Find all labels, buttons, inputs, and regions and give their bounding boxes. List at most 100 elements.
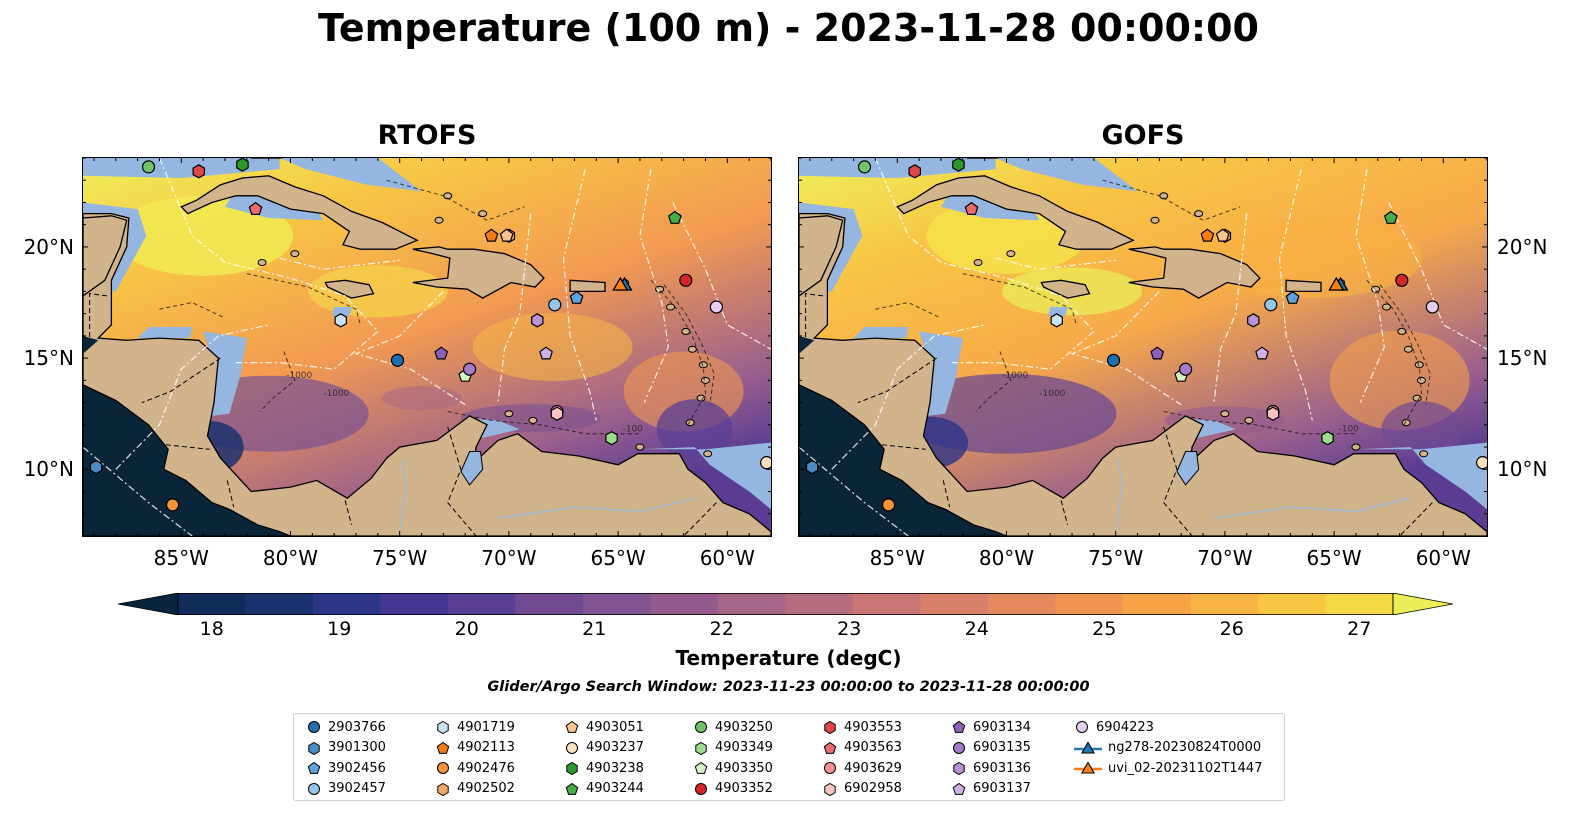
float-marker-4903563[interactable] — [964, 201, 979, 216]
float-marker-4903238[interactable] — [236, 158, 249, 172]
legend-marker-icon — [953, 741, 965, 754]
float-marker-4903051[interactable] — [499, 228, 514, 242]
y-tick-label-left: 10°N — [23, 457, 74, 482]
colorbar-segment — [650, 593, 719, 615]
float-marker-3902456[interactable] — [569, 290, 584, 304]
legend-marker-icon — [695, 782, 707, 795]
colorbar-segment — [853, 593, 921, 615]
legend-item-label: 6904223 — [1096, 719, 1154, 735]
legend-item-label: 4903349 — [715, 740, 773, 755]
float-marker-4903237[interactable] — [760, 456, 771, 470]
float-marker-4903553[interactable] — [908, 164, 922, 179]
legend-marker-icon — [823, 741, 837, 754]
float-marker-4903352[interactable] — [1395, 273, 1409, 287]
x-tick-label: 75°W — [1088, 546, 1144, 570]
float-marker-6904223[interactable] — [1425, 300, 1439, 314]
float-marker-4903352[interactable] — [679, 273, 693, 287]
map-canvas[interactable]: -1000 -1000 -100 — [799, 158, 1487, 536]
colorbar-segment — [245, 593, 314, 615]
float-marker-6903135[interactable] — [462, 362, 477, 376]
float-marker-6903136[interactable] — [531, 313, 544, 328]
colorbar-segment — [1055, 593, 1124, 615]
float-marker-3901300[interactable] — [805, 459, 819, 475]
float-marker-4903349[interactable] — [605, 431, 618, 446]
legend-marker-icon — [824, 782, 836, 796]
contour-label: -1000 — [1002, 371, 1028, 381]
colorbar-tick-label: 25 — [1092, 618, 1117, 640]
legend-marker-icon — [824, 762, 836, 774]
legend-marker-icon — [308, 782, 320, 795]
legend-item: 4903350 — [693, 758, 773, 778]
legend-item-label: 2903766 — [328, 719, 386, 735]
float-marker-4903238[interactable] — [952, 158, 965, 172]
float-marker-6902958[interactable] — [550, 406, 564, 421]
float-marker-6903135[interactable] — [1178, 362, 1193, 376]
float-marker-6903137[interactable] — [539, 346, 553, 360]
float-marker-6902958[interactable] — [1266, 406, 1280, 421]
legend-item-label: 3902457 — [328, 781, 386, 796]
float-marker-4903244[interactable] — [1383, 210, 1398, 224]
float-marker-3902457[interactable] — [548, 298, 562, 312]
legend-item: 4902502 — [435, 779, 515, 799]
colorbar-extend-max — [1392, 592, 1454, 616]
x-tick-label: 80°W — [262, 546, 319, 570]
float-marker-4903349[interactable] — [1321, 431, 1334, 446]
float-marker-4903250[interactable] — [857, 160, 872, 174]
legend-marker-icon — [694, 761, 708, 774]
float-marker-4902476[interactable] — [165, 498, 180, 512]
float-marker-2903766[interactable] — [390, 353, 405, 367]
float-marker-6903134[interactable] — [434, 346, 449, 360]
legend-item: 6902958 — [822, 779, 902, 799]
float-marker-4903244[interactable] — [667, 210, 682, 224]
x-tick-label: 60°W — [1415, 546, 1471, 570]
float-marker-6904223[interactable] — [709, 300, 723, 314]
float-marker-4901719[interactable] — [334, 313, 347, 328]
colorbar-segment — [313, 593, 381, 615]
colorbar-segment — [1123, 593, 1191, 615]
legend-marker-icon — [695, 741, 707, 755]
colorbar-segment — [448, 593, 516, 615]
legend-item-label: 3902456 — [328, 760, 386, 776]
float-marker-4903553[interactable] — [192, 164, 206, 179]
colorbar-segment — [515, 593, 584, 615]
float-marker-6903134[interactable] — [1150, 346, 1165, 360]
float-marker-4902113[interactable] — [1200, 228, 1215, 242]
glider-marker-uvi_02-20231102T1447[interactable] — [612, 276, 629, 291]
float-marker-4903051[interactable] — [1215, 228, 1230, 242]
legend-marker-icon — [437, 720, 449, 735]
colorbar-tick-label: 18 — [199, 618, 224, 640]
x-tick-label: 65°W — [1306, 546, 1362, 570]
map-panel-rtofs[interactable]: -1000 -1000 -100 — [82, 157, 772, 537]
float-marker-4903237[interactable] — [1476, 456, 1487, 470]
legend-item: 6904223 — [1074, 717, 1154, 737]
legend-item-label: 4902476 — [457, 760, 515, 776]
float-marker-3901300[interactable] — [89, 459, 103, 475]
float-marker-6903137[interactable] — [1255, 346, 1269, 360]
legend-item-label: uvi_02-20231102T1447 — [1108, 760, 1263, 776]
legend-marker-icon — [308, 721, 320, 733]
glider-marker-uvi_02-20231102T1447[interactable] — [1328, 276, 1345, 291]
float-marker-4902476[interactable] — [881, 498, 896, 512]
legend-item-label: 4903553 — [844, 719, 902, 735]
float-marker-3902456[interactable] — [1285, 290, 1300, 304]
map-canvas[interactable]: -1000 -1000 -100 — [83, 158, 771, 536]
colorbar-tick-label: 27 — [1347, 618, 1372, 640]
float-marker-6903136[interactable] — [1247, 313, 1260, 328]
float-marker-4902113[interactable] — [484, 228, 499, 242]
colorbar-tick-label: 19 — [327, 618, 352, 640]
legend-item-label: 4903352 — [715, 781, 773, 796]
legend-item: 6903137 — [951, 779, 1031, 799]
float-marker-2903766[interactable] — [1106, 353, 1121, 367]
legend-marker-icon — [565, 720, 579, 733]
colorbar-tick-label: 21 — [582, 618, 607, 640]
legend-item-label: 4903051 — [586, 719, 644, 735]
float-marker-4903250[interactable] — [141, 160, 156, 174]
legend-item: 6903135 — [951, 738, 1031, 758]
legend: 2903766 3901300 3902456 3902457 4901719 49021… — [293, 713, 1285, 801]
legend-marker-icon — [952, 782, 966, 795]
map-panel-gofs[interactable]: -1000 -1000 -100 — [798, 157, 1488, 537]
colorbar-extend-min — [117, 592, 179, 616]
float-marker-3902457[interactable] — [1264, 298, 1278, 312]
float-marker-4901719[interactable] — [1050, 313, 1063, 328]
float-marker-4903563[interactable] — [248, 201, 263, 216]
